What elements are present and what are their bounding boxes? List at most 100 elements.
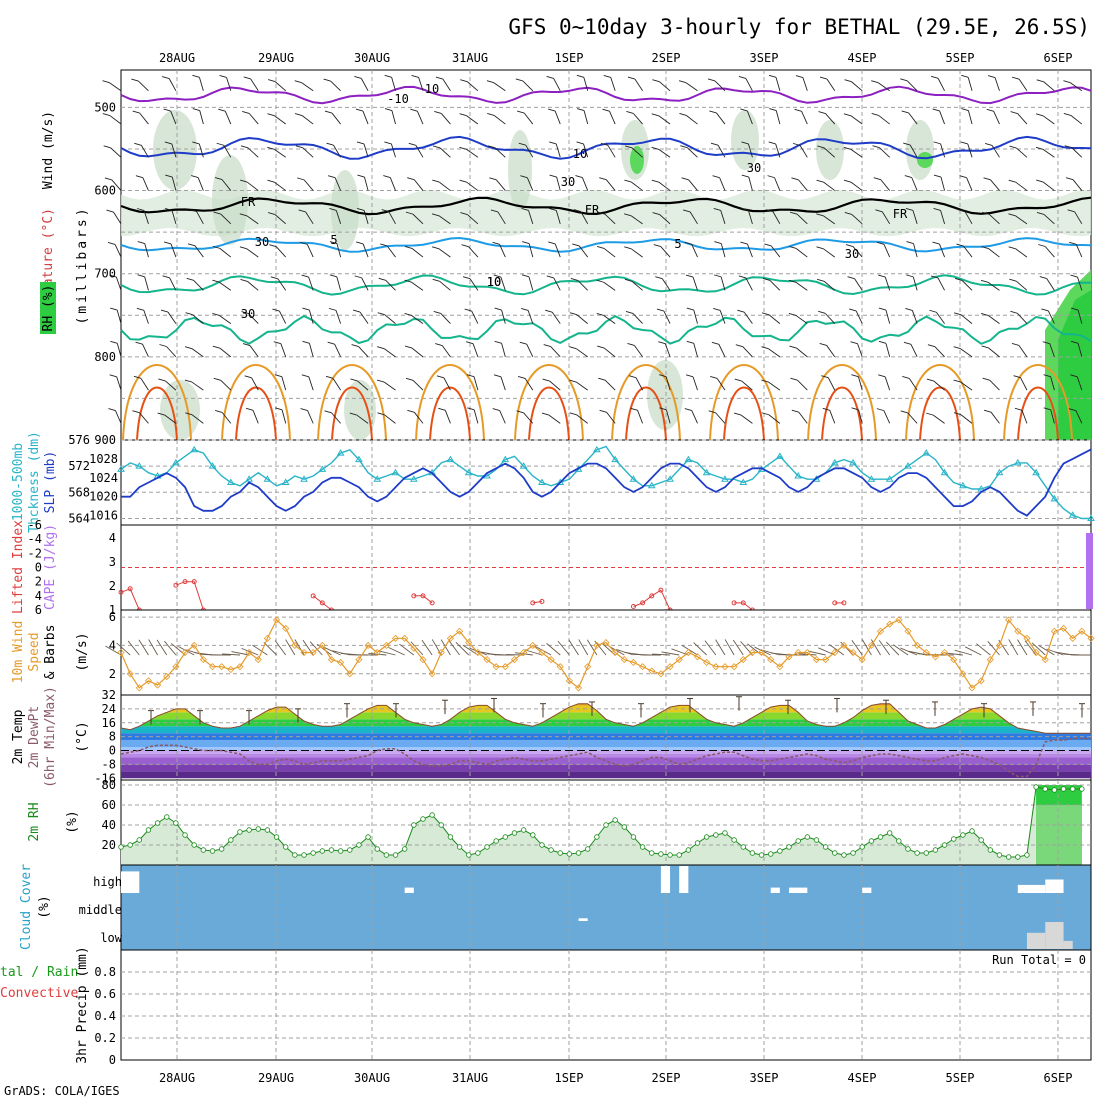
surface-barb [1031,642,1046,656]
wind-speed-point [282,624,290,632]
contour-25 [331,386,373,441]
rh-point [557,850,563,856]
barb [576,314,588,324]
barb [857,376,863,391]
rh-point [868,838,875,844]
surface-barb [944,652,963,656]
rh-patch [331,170,359,250]
contour-label: 5 [330,233,337,247]
rh-point [154,820,161,826]
rh-point [703,834,710,840]
barb [384,314,396,324]
thickness-tick: 568 [68,485,90,499]
barb [472,343,479,358]
barb-flag [435,343,443,346]
surface-barb [851,640,863,656]
barb-flag [659,407,667,411]
barb [940,143,946,158]
rh-point [621,824,628,830]
barb [499,244,506,258]
barb [390,143,396,158]
barb-flag [954,278,963,281]
barb [362,243,369,258]
thickness-point [904,462,912,469]
contour-label: 10 [425,82,439,96]
barb-flag [1010,111,1018,115]
contour-label: 10 [487,275,501,289]
barb-flag [162,76,170,79]
barb [466,181,479,191]
barb [912,276,918,291]
barb-flag [185,312,193,316]
contour-label: 10 [573,147,587,161]
thickness-point [409,475,418,482]
barb-flag [515,78,523,82]
barb-flag [1012,76,1020,80]
rh-panel: 80 60 40 20 2m RH (%) [27,778,1092,866]
wind-panel: 6 4 2 10m Wind Speed & Barbs (m/s) [11,609,1095,696]
rh-point [1015,854,1021,860]
barb-flag [490,209,499,213]
barb-flag [351,344,359,347]
barb [1050,409,1055,424]
barb [603,281,616,291]
barb-flag [436,375,444,379]
li-point [640,600,646,606]
rh-point [594,834,600,840]
barb [528,210,534,224]
surface-barb [885,641,900,656]
li-point [658,587,664,593]
wind-speed-point [1059,624,1068,632]
barb [142,343,149,358]
barb [528,276,534,291]
wind-speed-point [776,663,784,671]
barb-flag [268,212,276,216]
barb-flag [624,179,632,183]
wind-tick: 6 [109,610,116,624]
barb-flag [816,213,824,217]
barb-flag [1038,244,1046,247]
barb-flag [572,243,580,247]
barb [335,210,342,224]
barb-flag [686,340,694,344]
barb-flag [713,307,721,311]
cloud-level-high: high [93,875,122,889]
surface-barb [878,640,891,656]
wind-speed-point [163,673,171,681]
barb [554,110,561,125]
rh-point [237,829,243,835]
li-tick: 4 [35,589,42,603]
barb-flag [357,207,365,211]
barb [219,347,232,358]
li-line [734,602,753,611]
surface-barb [285,639,296,656]
barb [335,310,342,324]
wind-speed-point [684,648,692,657]
barb-flag [212,345,220,349]
top-date-axis: 28AUG 29AUG 30AUG 31AUG 1SEP 2SEP 3SEP 4SEP 5SEP… [159,51,1073,65]
wind-label-3: & Barbs [43,625,58,680]
thickness-point [373,475,382,482]
barb-flag [549,207,557,211]
contour-label: 30 [747,161,761,175]
barb [113,211,122,225]
cloud-panel: Cloud Cover (%) high middle low [19,864,1092,951]
top-date-label: 3SEP [750,51,779,65]
barb-flag [876,241,885,245]
wind-speed-point [245,648,253,657]
temp-band [121,750,1091,754]
wind-speed-point [977,677,985,685]
barb-flag [926,378,934,382]
footer-credit: GrADS: COLA/IGES [4,1084,120,1098]
barb [665,409,671,424]
wind-tick: 2 [109,667,116,681]
barb-flag [761,346,769,350]
barb [412,213,424,225]
barb [144,243,149,258]
surface-barb [440,639,451,656]
surface-barb [514,652,533,656]
contour-label: FR [585,203,600,217]
barb-flag [933,207,941,211]
rh-point [960,832,966,838]
